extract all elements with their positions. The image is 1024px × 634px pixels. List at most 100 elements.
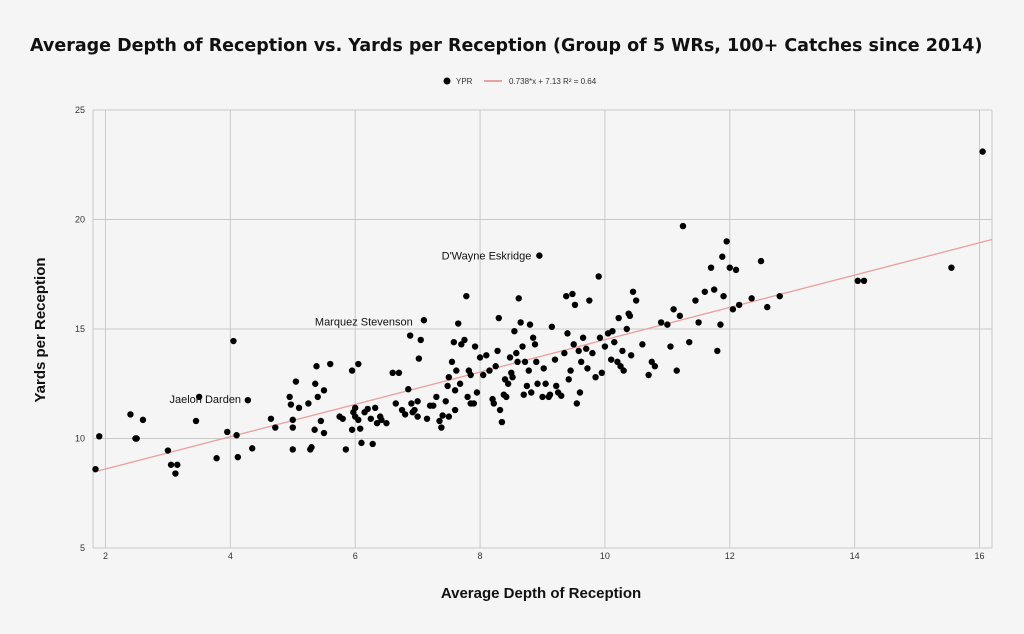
data-point (248, 445, 256, 452)
data-point (286, 393, 293, 401)
data-point (607, 356, 615, 363)
data-point (584, 365, 591, 372)
data-point (717, 321, 724, 328)
data-point (686, 338, 693, 346)
data-point (565, 376, 572, 383)
data-point (979, 148, 986, 155)
data-point (420, 317, 428, 324)
data-point (551, 356, 559, 363)
data-point (520, 391, 527, 398)
data-point (456, 380, 464, 387)
data-point (172, 470, 179, 477)
data-point (515, 295, 522, 302)
data-point (509, 373, 516, 381)
data-point (757, 257, 765, 265)
data-point (719, 253, 726, 260)
data-point (571, 301, 579, 309)
data-point (224, 428, 231, 436)
data-point (490, 400, 498, 407)
data-point (707, 264, 715, 271)
data-point (692, 297, 699, 304)
data-point (598, 369, 606, 376)
data-point (492, 363, 499, 370)
data-point (657, 319, 665, 326)
x-axis-title: Average Depth of Reception (441, 585, 641, 602)
x-tick-label: 14 (850, 551, 860, 561)
point-annotation: Marquez Stevenson (315, 316, 413, 328)
data-point (369, 440, 376, 448)
data-point (536, 252, 543, 259)
data-point (521, 358, 529, 366)
legend: YPR 0.738*x + 7.13 R² = 0.64 (443, 77, 597, 86)
data-point (292, 378, 300, 385)
data-point (342, 446, 350, 453)
data-point (289, 416, 296, 424)
data-point (517, 319, 524, 326)
data-point (295, 404, 303, 412)
data-point (723, 238, 730, 245)
data-point (392, 400, 399, 407)
data-point (764, 303, 771, 311)
data-point (357, 425, 364, 432)
y-axis-ticks: 5 10 15 20 25 (75, 105, 85, 553)
data-points (92, 148, 986, 477)
data-point (378, 416, 385, 424)
data-point (417, 336, 424, 344)
data-point (948, 264, 955, 271)
y-tick-label: 25 (75, 105, 85, 115)
data-point (619, 347, 626, 355)
data-point (305, 400, 312, 407)
data-point (495, 314, 502, 322)
annotations: D'Wayne Eskridge Marquez Stevenson Jaelon … (170, 251, 532, 406)
data-point (486, 367, 493, 374)
data-point (355, 416, 362, 424)
data-point (267, 415, 275, 422)
data-point (358, 439, 365, 447)
data-point (244, 396, 252, 404)
data-point (373, 419, 381, 427)
data-point (504, 380, 512, 387)
data-point (461, 336, 468, 344)
data-point (320, 429, 328, 437)
data-point (528, 389, 535, 396)
data-point (415, 355, 423, 362)
data-point (192, 417, 200, 425)
x-tick-label: 4 (228, 551, 233, 561)
data-point (673, 367, 680, 374)
data-point (573, 400, 581, 407)
data-point (327, 360, 334, 368)
data-point (476, 354, 484, 361)
data-point (164, 447, 172, 454)
data-point (553, 382, 560, 390)
data-point (444, 382, 451, 390)
data-point (395, 369, 403, 376)
data-point (629, 288, 637, 295)
data-point (623, 325, 630, 333)
data-point (595, 273, 602, 280)
data-point (401, 411, 409, 418)
data-point (483, 352, 490, 359)
data-point (710, 286, 718, 293)
data-point (348, 426, 356, 433)
y-tick-label: 5 (80, 543, 85, 553)
data-point (314, 393, 321, 401)
data-point (313, 363, 320, 370)
x-tick-label: 16 (975, 551, 985, 561)
data-point (540, 365, 547, 372)
data-point (272, 424, 279, 431)
data-point (289, 446, 296, 453)
data-point (583, 345, 590, 352)
data-point (531, 341, 539, 348)
data-point (639, 341, 646, 348)
data-point (645, 371, 652, 379)
y-axis-title: Yards per Reception (32, 257, 49, 402)
data-point (355, 360, 362, 368)
data-point (311, 426, 318, 433)
data-point (513, 349, 520, 357)
data-point (720, 292, 727, 300)
data-point (167, 461, 175, 468)
data-point (339, 415, 346, 422)
data-point (174, 461, 181, 468)
data-point (127, 411, 134, 418)
data-point (133, 435, 140, 442)
